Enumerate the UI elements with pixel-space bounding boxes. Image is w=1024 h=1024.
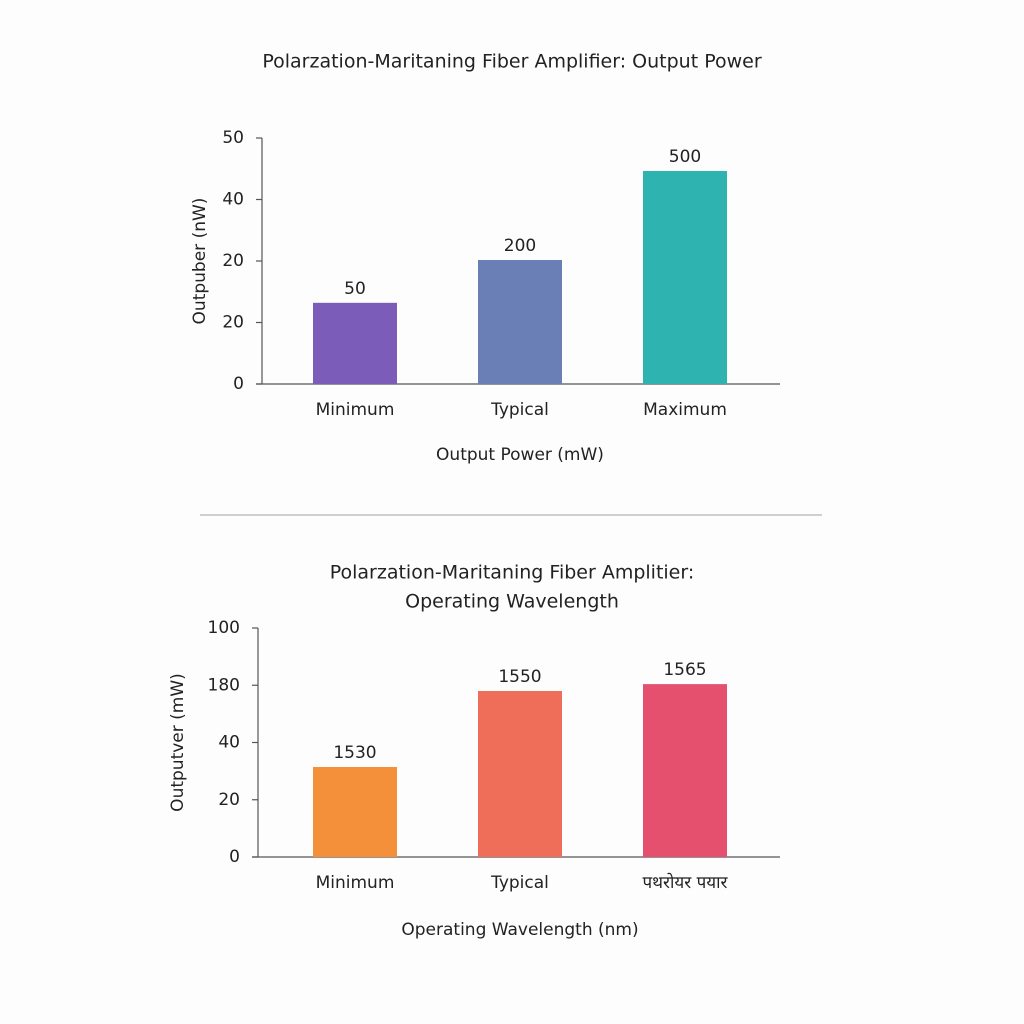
y-tick-label: 20 — [222, 251, 244, 271]
y-tick-label: 20 — [222, 313, 244, 333]
bar — [643, 684, 727, 857]
bar — [313, 302, 397, 384]
x-tick-label: Minimum — [316, 873, 395, 893]
y-axis-label: Outpuber (nW) — [190, 198, 210, 325]
y-tick-label: 20 — [218, 790, 240, 810]
y-tick-label: 100 — [208, 618, 240, 638]
value-label: 1550 — [498, 667, 541, 687]
bar — [313, 767, 397, 857]
x-tick-label: Typical — [490, 400, 549, 420]
chart-title: Operating Wavelength — [405, 591, 619, 613]
y-tick-label: 180 — [208, 675, 240, 695]
chart-title: Polarzation-Maritaning Fiber Amplifier: … — [262, 51, 761, 73]
bar — [478, 690, 562, 857]
value-label: 1530 — [333, 743, 376, 763]
x-axis-label: Output Power (mW) — [436, 445, 604, 465]
chart-title: Polarzation-Maritaning Fiber Amplitier: — [330, 562, 695, 584]
y-tick-label: 0 — [233, 374, 244, 394]
x-axis-label: Operating Wavelength (nm) — [401, 920, 638, 940]
value-label: 1565 — [663, 660, 706, 680]
x-tick-label: Minimum — [316, 400, 395, 420]
x-tick-label: Typical — [490, 873, 549, 893]
bar — [643, 170, 727, 384]
y-tick-label: 40 — [218, 733, 240, 753]
value-label: 50 — [344, 279, 366, 299]
y-tick-label: 40 — [222, 190, 244, 210]
y-tick-label: 50 — [222, 128, 244, 148]
value-label: 500 — [669, 147, 701, 167]
x-tick-label: पथरोयर पयार — [643, 872, 729, 893]
y-axis-label: Outputver (mW) — [168, 673, 188, 812]
x-tick-label: Maximum — [643, 400, 727, 420]
value-label: 200 — [504, 236, 536, 256]
y-tick-label: 0 — [229, 847, 240, 867]
bar — [478, 260, 562, 384]
